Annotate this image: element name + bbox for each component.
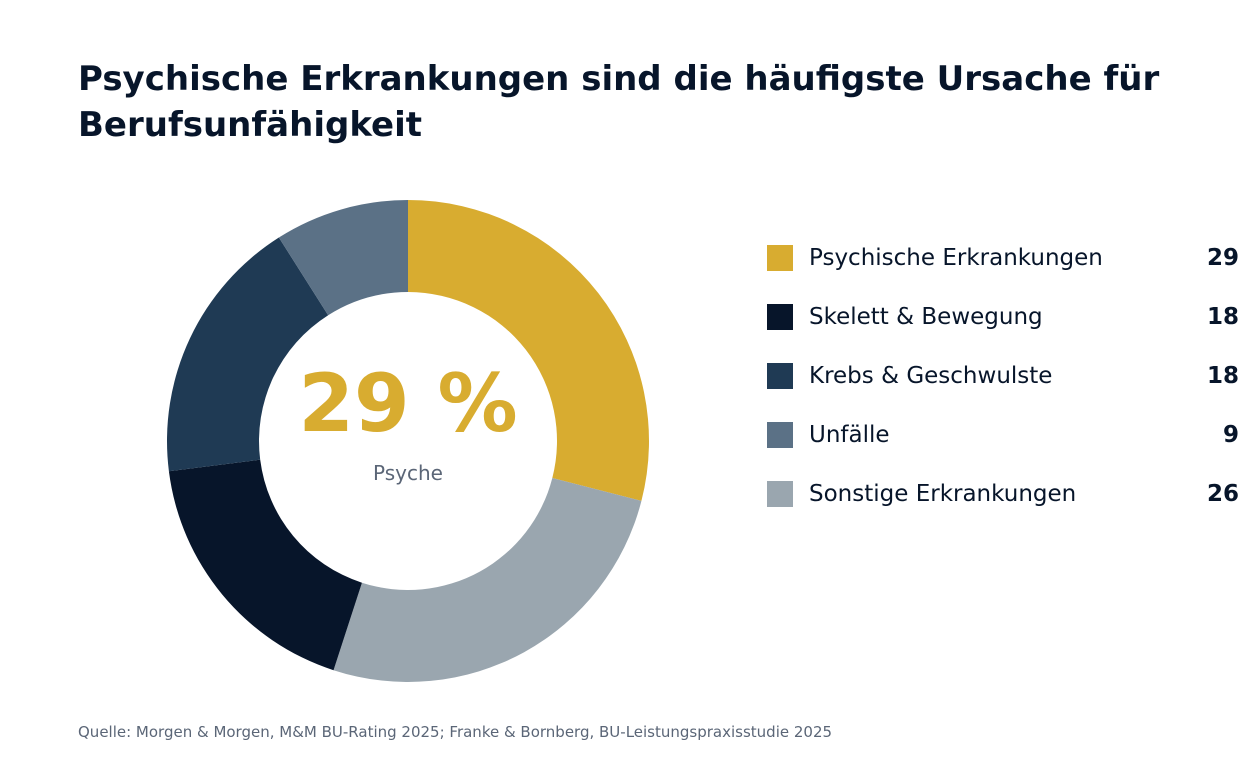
legend-value: 18 % [1206,304,1240,330]
donut-slice-4 [333,478,642,682]
legend-label: Sonstige Erkrankungen [809,481,1077,507]
donut-slice-0 [408,200,649,501]
legend-value: 29 % [1206,245,1240,271]
legend-value: 26 % [1206,481,1240,507]
legend-swatch [767,422,793,448]
legend-label: Psychische Erkrankungen [809,245,1103,271]
legend-value: 9 % [1222,422,1240,448]
legend-item: Psychische Erkrankungen 29 % [766,240,1240,299]
legend-swatch [767,481,793,507]
center-label: Psyche [373,461,443,485]
donut-slice-2 [167,237,329,472]
legend-swatch [767,304,793,330]
legend-value: 18 % [1206,363,1240,389]
donut-chart: 29 % Psyche [167,200,649,682]
chart-title: Psychische Erkrankungen sind die häufigs… [78,59,1160,145]
donut-slice-1 [168,459,362,671]
legend-item: Krebs & Geschwulste 18 % [766,358,1240,417]
legend-item: Skelett & Bewegung 18 % [766,299,1240,358]
legend-label: Krebs & Geschwulste [809,363,1053,389]
legend-label: Skelett & Bewegung [809,304,1043,330]
center-value: 29 % [298,357,517,450]
legend-swatch [767,245,793,271]
legend-item: Unfälle 9 % [766,417,1240,476]
donut-slice-3 [278,200,408,316]
legend-label: Unfälle [809,422,890,448]
legend-swatch [767,363,793,389]
legend: Psychische Erkrankungen 29 % Skelett & B… [766,240,1240,535]
legend-item: Sonstige Erkrankungen 26 % [766,476,1240,535]
source-note: Quelle: Morgen & Morgen, M&M BU-Rating 2… [78,723,833,741]
donut-slices [167,200,649,682]
